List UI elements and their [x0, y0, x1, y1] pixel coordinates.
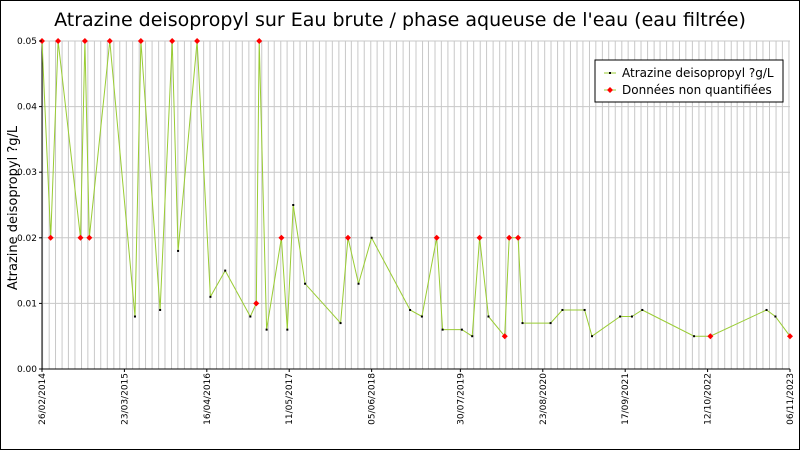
x-tick-label: 26/02/2014 — [38, 373, 48, 425]
data-point — [561, 308, 564, 311]
y-tick-label: 0.00 — [17, 365, 37, 375]
data-point-non-quantified — [344, 234, 351, 241]
data-point — [521, 322, 524, 325]
data-points — [39, 38, 793, 340]
data-point — [339, 322, 342, 325]
x-tick-label: 30/07/2019 — [456, 373, 466, 425]
data-point — [774, 315, 777, 318]
data-point — [471, 335, 474, 338]
data-point — [619, 315, 622, 318]
data-point — [224, 269, 227, 272]
x-tick-label: 11/05/2017 — [285, 373, 295, 425]
data-point-non-quantified — [253, 300, 260, 307]
data-point — [765, 308, 768, 311]
axes — [41, 41, 790, 370]
data-point — [441, 328, 444, 331]
data-point — [487, 315, 490, 318]
data-point — [304, 282, 307, 285]
data-point-non-quantified — [169, 38, 176, 44]
data-point — [370, 236, 373, 239]
data-point — [641, 308, 644, 311]
legend-label-non-quantified: Données non quantifiées — [622, 83, 772, 97]
y-tick-label: 0.01 — [17, 299, 37, 309]
legend-marker-measured — [609, 72, 611, 74]
data-point — [286, 328, 289, 331]
y-tick-label: 0.02 — [17, 234, 37, 244]
y-tick-label: 0.03 — [17, 168, 37, 178]
data-point — [265, 328, 268, 331]
data-point-non-quantified — [707, 333, 714, 340]
x-tick-label: 16/04/2016 — [203, 373, 213, 425]
data-point — [591, 335, 594, 338]
data-point-non-quantified — [55, 38, 62, 44]
data-point-non-quantified — [433, 234, 440, 241]
data-point — [409, 308, 412, 311]
data-point — [209, 295, 212, 298]
x-axis-ticks: 26/02/2014 23/03/2015 16/04/2016 11/05/2017… — [38, 369, 796, 425]
legend-box — [594, 59, 784, 103]
x-tick-label: 23/08/2020 — [539, 373, 549, 425]
data-point — [693, 335, 696, 338]
data-point-non-quantified — [47, 234, 54, 241]
legend-marker-non-quantified — [607, 87, 613, 93]
data-point-non-quantified — [77, 234, 84, 241]
x-tick-label: 06/11/2023 — [786, 373, 796, 425]
legend-label-measured: Atrazine deisopropyl ?g/L — [622, 66, 774, 80]
data-point-non-quantified — [137, 38, 144, 44]
data-point — [583, 308, 586, 311]
data-point — [177, 249, 180, 252]
x-tick-label: 17/09/2021 — [621, 373, 631, 425]
legend-item-non-quantified: Données non quantifiées — [604, 83, 772, 97]
data-point — [292, 204, 295, 206]
y-axis-ticks: 0.00 0.01 0.02 0.03 0.04 0.05 — [17, 37, 42, 375]
data-point-non-quantified — [501, 333, 508, 340]
legend-item-measured: Atrazine deisopropyl ?g/L — [604, 66, 774, 80]
y-axis-label: Atrazine deisopropyl ?g/L — [6, 125, 21, 290]
x-tick-label: 05/06/2018 — [368, 373, 378, 425]
data-point-non-quantified — [81, 38, 88, 44]
data-point — [460, 328, 463, 331]
x-tick-label: 23/03/2015 — [120, 373, 130, 425]
data-point-non-quantified — [256, 38, 263, 44]
data-point-non-quantified — [278, 234, 285, 241]
data-point-non-quantified — [106, 38, 113, 44]
y-tick-label: 0.05 — [17, 37, 37, 47]
data-point — [549, 322, 552, 325]
data-point — [630, 315, 633, 318]
legend: Atrazine deisopropyl ?g/L Données non qu… — [594, 59, 784, 103]
data-point — [249, 315, 252, 318]
data-point-non-quantified — [515, 234, 522, 241]
data-point-non-quantified — [86, 234, 93, 241]
data-point-non-quantified — [506, 234, 513, 241]
chart-title: Atrazine deisopropyl sur Eau brute / pha… — [54, 9, 746, 31]
data-point — [159, 308, 162, 311]
x-tick-label: 12/10/2022 — [704, 373, 714, 425]
data-point — [357, 282, 360, 285]
data-point — [420, 315, 423, 318]
data-point-non-quantified — [476, 234, 483, 241]
data-point-non-quantified — [194, 38, 201, 44]
data-point-non-quantified — [787, 333, 793, 340]
y-tick-label: 0.04 — [17, 103, 37, 113]
data-point — [133, 315, 136, 318]
